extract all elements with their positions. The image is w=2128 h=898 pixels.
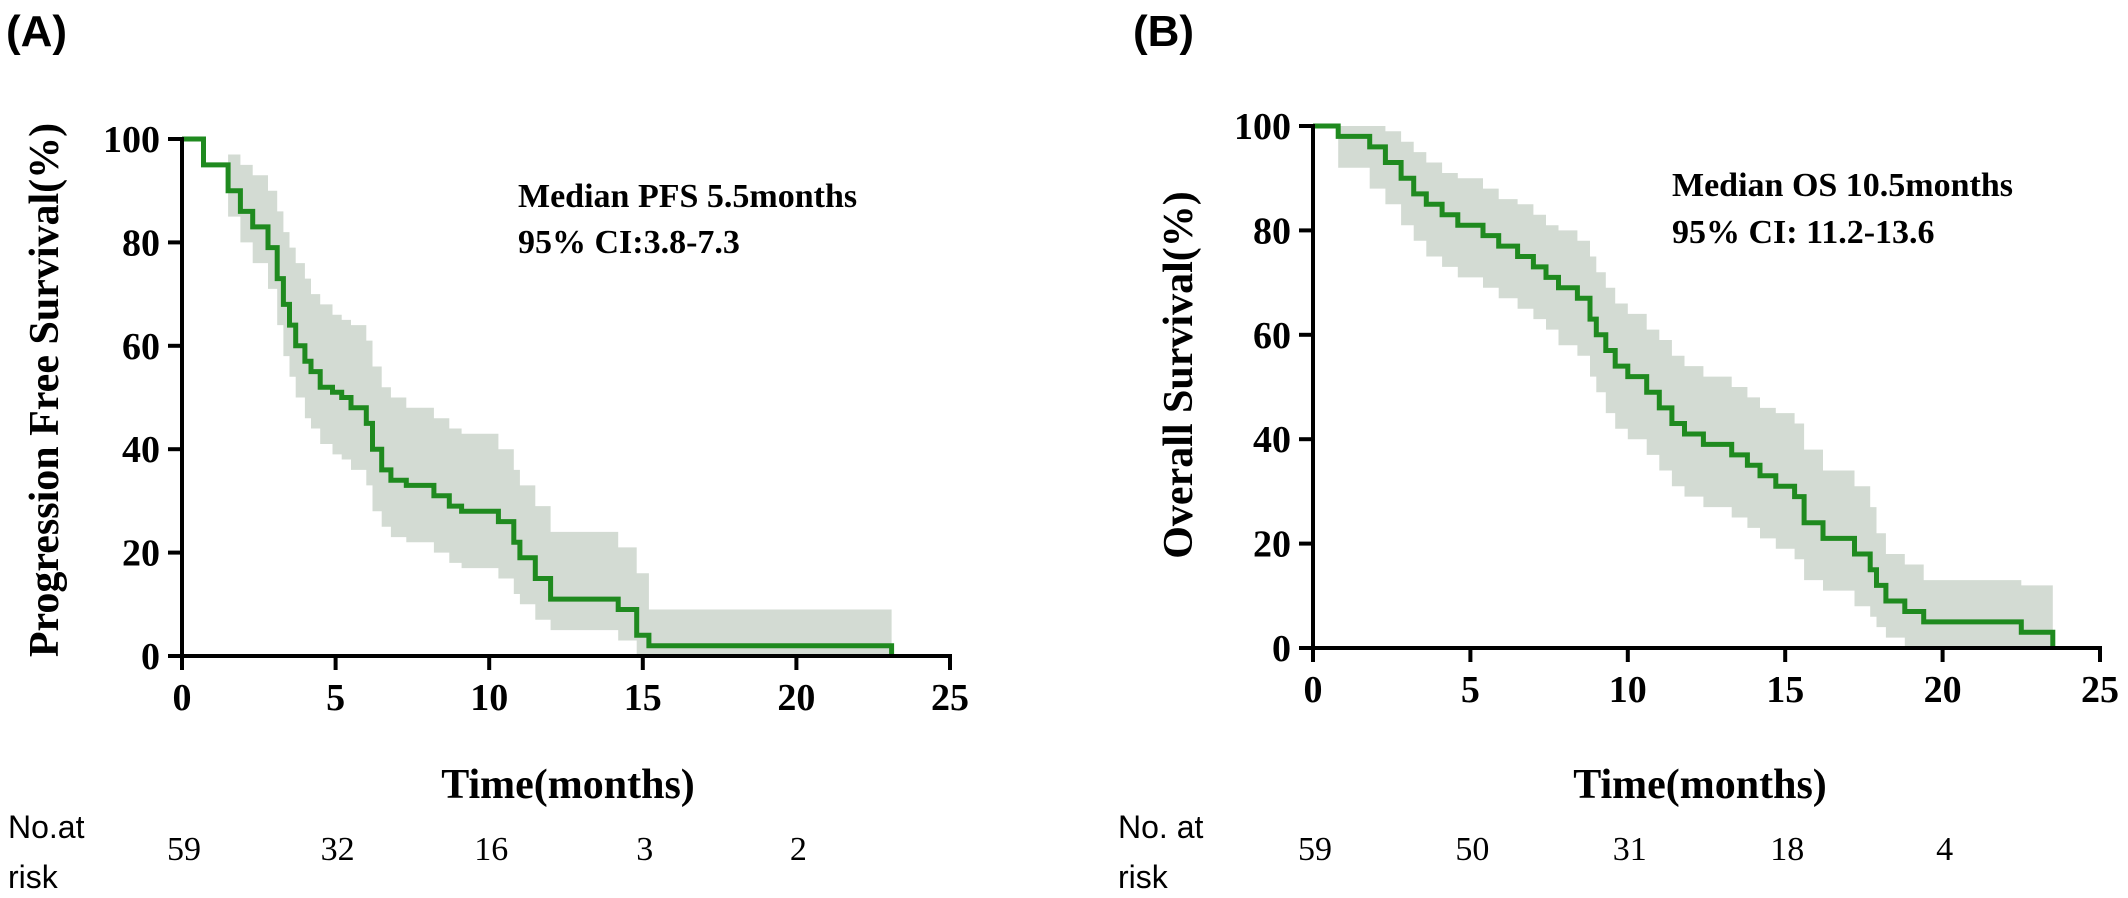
y-tick-label: 20: [1253, 524, 1291, 566]
x-tick-label: 20: [777, 677, 815, 719]
panel-b-median-annotation: Median OS 10.5months: [1672, 167, 2013, 204]
y-tick-label: 20: [122, 533, 160, 575]
x-tick-label: 25: [931, 677, 969, 719]
y-tick-label: 100: [1234, 106, 1291, 148]
risk-value: 31: [1613, 831, 1647, 868]
x-tick-label: 25: [2081, 669, 2119, 711]
panel-b-ci-annotation: 95% CI: 11.2-13.6: [1672, 214, 1935, 251]
confidence-band: [1313, 126, 2053, 648]
risk-value: 3: [636, 831, 653, 868]
risk-value: 59: [167, 831, 201, 868]
panel-b-risk-values: 59 50 31 18 4: [1298, 831, 1953, 868]
y-tick-label: 40: [1253, 419, 1291, 461]
x-tick-label: 10: [470, 677, 508, 719]
x-tick-label: 5: [326, 677, 345, 719]
x-tick-label: 0: [1304, 669, 1323, 711]
panel-a-survival-curve: [182, 136, 895, 656]
y-tick-label: 60: [1253, 315, 1291, 357]
panel-a-median-annotation: Median PFS 5.5months: [518, 178, 857, 215]
panel-b: (B) 0 20 40 60 80 100 0 5 10 15 20 25 Overall Survi…: [1118, 7, 2119, 895]
panel-a: (A) 0 20 40 60 80 100 0 5 10 15 20 25 Progression F…: [6, 7, 969, 895]
x-tick-label: 15: [624, 677, 662, 719]
x-tick-label: 15: [1766, 669, 1804, 711]
panel-b-risk-label-line2: risk: [1118, 859, 1169, 895]
y-tick-label: 80: [1253, 210, 1291, 252]
x-tick-label: 20: [1924, 669, 1962, 711]
panel-b-y-axis-title: Overall Survival(%): [1156, 191, 1202, 558]
panel-a-y-axis-title: Progression Free Survival(%): [22, 123, 68, 657]
risk-value: 4: [1936, 831, 1953, 868]
panel-b-confidence-band: [1313, 126, 2053, 648]
panel-b-risk-label-line1: No. at: [1118, 809, 1203, 845]
risk-value: 32: [321, 831, 355, 868]
x-tick-label: 5: [1461, 669, 1480, 711]
survival-curve: [1313, 123, 2056, 648]
survival-curve: [182, 136, 895, 656]
risk-value: 59: [1298, 831, 1332, 868]
x-tick-label: 0: [173, 677, 192, 719]
risk-value: 50: [1455, 831, 1489, 868]
panel-a-confidence-band: [182, 139, 892, 656]
y-tick-label: 60: [122, 326, 160, 368]
risk-value: 18: [1770, 831, 1804, 868]
y-tick-label: 40: [122, 429, 160, 471]
panel-a-risk-values: 59 32 16 3 2: [167, 831, 807, 868]
panel-b-x-axis-title: Time(months): [1573, 762, 1827, 808]
panel-b-survival-curve: [1313, 123, 2056, 648]
panel-a-label: (A): [6, 7, 67, 56]
y-tick-label: 100: [103, 119, 160, 161]
panel-a-risk-label-line2: risk: [8, 859, 59, 895]
x-tick-label: 10: [1609, 669, 1647, 711]
risk-value: 16: [474, 831, 508, 868]
panel-a-ci-annotation: 95% CI:3.8-7.3: [518, 224, 740, 261]
panel-a-risk-label-line1: No.at: [8, 809, 85, 845]
confidence-band: [182, 139, 892, 656]
y-tick-label: 0: [1272, 628, 1291, 670]
panel-a-ticks: 0 20 40 60 80 100 0 5 10 15 20 25: [103, 119, 969, 719]
panel-b-label: (B): [1133, 7, 1194, 56]
y-tick-label: 80: [122, 222, 160, 264]
panel-a-x-axis-title: Time(months): [441, 762, 695, 808]
y-tick-label: 0: [141, 636, 160, 678]
panel-b-ticks: 0 20 40 60 80 100 0 5 10 15 20 25: [1234, 106, 2119, 711]
risk-value: 2: [790, 831, 807, 868]
